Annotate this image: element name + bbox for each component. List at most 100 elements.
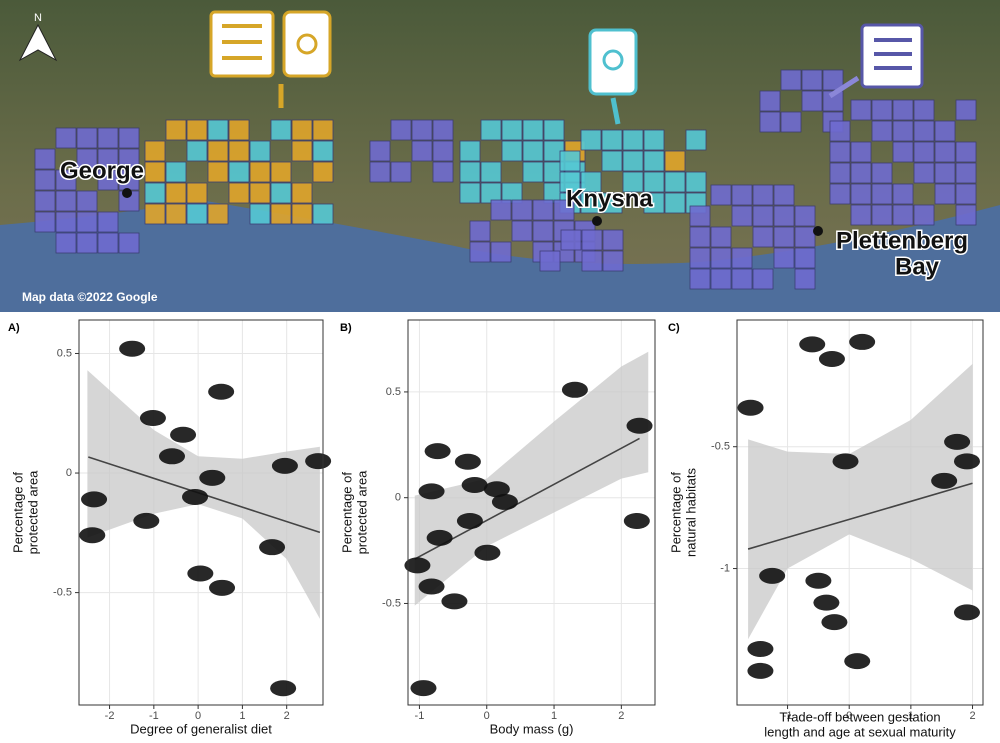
plot-frame	[736, 319, 984, 706]
animal-point	[158, 448, 185, 465]
x-tick-label: -1	[149, 710, 159, 722]
grid-cell	[892, 120, 914, 142]
animal-point	[474, 544, 501, 561]
animal-point	[424, 443, 451, 460]
animal-point	[849, 333, 876, 350]
grid-cell	[580, 129, 602, 151]
grid-cell	[543, 119, 565, 141]
camera-icon	[588, 28, 638, 96]
panel-label: B)	[340, 322, 352, 334]
grid-cell	[780, 111, 802, 133]
grid-cell	[501, 119, 523, 141]
grid-cell	[955, 99, 977, 121]
y-axis-title: Percentage of protected area	[339, 470, 369, 555]
grid-cell	[731, 205, 753, 227]
grid-cell	[829, 120, 851, 142]
grid-cell	[892, 204, 914, 226]
grid-cell	[871, 183, 893, 205]
animal-point	[454, 453, 481, 470]
grid-cell	[249, 161, 271, 183]
place-label: George	[60, 157, 144, 184]
grid-cell	[312, 140, 334, 162]
animal-point	[187, 565, 214, 582]
grid-cell	[581, 229, 603, 251]
grid-cell	[850, 204, 872, 226]
grid-cell	[76, 127, 98, 149]
town-dot	[813, 226, 823, 236]
grid-cell	[165, 119, 187, 141]
grid-cell	[822, 69, 844, 91]
grid-cell	[522, 140, 544, 162]
x-tick-label: 0	[195, 710, 201, 722]
grid-cells	[34, 69, 977, 290]
camera-icon	[282, 10, 332, 78]
grid-cell	[390, 161, 412, 183]
grid-cell	[291, 140, 313, 162]
grid-cell	[312, 161, 334, 183]
x-axis-title: Degree of generalist diet	[130, 721, 272, 736]
grid-cell	[794, 247, 816, 269]
grid-cell	[76, 148, 98, 170]
x-axis-title: Trade-off between gestation	[779, 709, 940, 724]
grid-cell	[369, 161, 391, 183]
animal-point	[805, 572, 832, 589]
animal-point	[944, 433, 971, 450]
grid-cell	[829, 183, 851, 205]
grid-cell	[186, 182, 208, 204]
grid-cell	[801, 90, 823, 112]
grid-cell	[759, 111, 781, 133]
fit-line	[747, 482, 973, 550]
grid-cell	[522, 119, 544, 141]
y-tick-label: 0.5	[386, 386, 401, 398]
grid-cell	[97, 148, 119, 170]
north-arrow	[18, 23, 58, 62]
y-tick-label: 0.5	[57, 347, 72, 359]
y-axis-title-line: Percentage of	[668, 472, 683, 553]
grid-cell	[752, 226, 774, 248]
animal-point	[418, 483, 445, 500]
x-tick-label: -1	[783, 710, 793, 722]
place-label: Plettenberg	[836, 227, 968, 254]
grid-cell	[710, 268, 732, 290]
plot-frame	[407, 319, 656, 706]
y-axis-title-line: protected area	[25, 470, 40, 555]
plot-frame	[78, 319, 324, 706]
grid-cell	[850, 162, 872, 184]
grid-cell	[118, 148, 140, 170]
grid-cell	[955, 183, 977, 205]
survey-icon	[209, 10, 275, 78]
y-axis-title-line: Percentage of	[10, 472, 25, 553]
grid-cell	[731, 184, 753, 206]
grid-cell	[532, 199, 554, 221]
survey-icon	[860, 23, 924, 89]
grid-cell	[913, 120, 935, 142]
grid-cell	[752, 184, 774, 206]
grid-cell	[459, 140, 481, 162]
grid-cell	[794, 226, 816, 248]
grid-cell	[664, 192, 686, 214]
grid-cell	[955, 204, 977, 226]
grid-cell	[207, 119, 229, 141]
grid-cell	[752, 205, 774, 227]
grid-cell	[511, 199, 533, 221]
grid-cell	[97, 232, 119, 254]
animal-point	[799, 336, 826, 353]
grid-cell	[270, 203, 292, 225]
grid-cell	[773, 205, 795, 227]
animal-point	[821, 614, 848, 631]
panel-label: A)	[8, 322, 20, 334]
animal-point	[418, 578, 445, 595]
y-axis-title-line: Percentage of	[339, 472, 354, 553]
grid-cell	[773, 226, 795, 248]
grid-cell	[228, 182, 250, 204]
animal-point	[259, 539, 286, 556]
grid-cell	[560, 229, 582, 251]
animal-point	[119, 340, 146, 357]
grid-cell	[601, 150, 623, 172]
y-axis-title: Percentage of natural habitats	[668, 468, 698, 557]
grid-cell	[553, 199, 575, 221]
animal-point	[818, 350, 845, 367]
arrow	[828, 75, 860, 99]
grid-cell	[731, 268, 753, 290]
animal-point	[441, 593, 468, 610]
